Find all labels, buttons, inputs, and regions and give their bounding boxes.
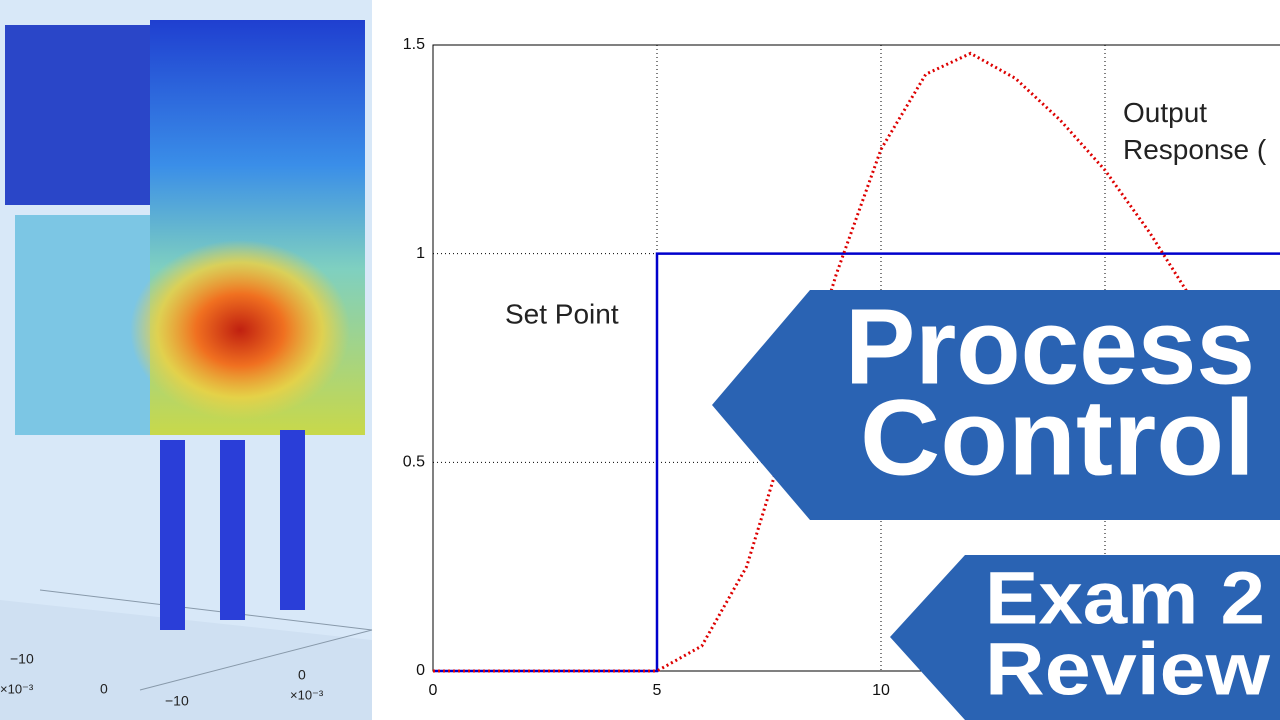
hot-spot	[130, 240, 350, 420]
banner-subtitle: Exam 2	[985, 557, 1265, 640]
axis-label: −10	[165, 693, 189, 709]
axis-label: ×10⁻³	[0, 681, 34, 696]
axis-label: 0	[100, 681, 108, 697]
y-tick-label: 0	[416, 662, 425, 679]
banner-shape	[712, 290, 1280, 520]
axis-line	[139, 629, 373, 691]
leg	[220, 440, 245, 620]
banner-shape	[890, 555, 1280, 720]
series-line	[433, 51, 1280, 673]
y-tick-label: 1	[416, 245, 425, 262]
x-tick-label: 5	[653, 682, 662, 699]
leg	[160, 440, 185, 630]
banner-title: Process	[845, 286, 1255, 407]
banner-subtitle: Review	[985, 628, 1270, 711]
floor	[0, 600, 372, 720]
axis-label: 0	[298, 667, 306, 683]
banners: Process Control Exam 2 Review	[712, 286, 1280, 720]
y-tick-label: 0.5	[403, 454, 425, 471]
block	[5, 25, 160, 205]
y-tick-label: 1.5	[403, 36, 425, 53]
axis-label: −10	[10, 651, 34, 667]
series-label: Set Point	[505, 298, 619, 329]
series-label: Output Response (	[1123, 97, 1267, 165]
leg	[280, 430, 305, 610]
axis-label: ×10⁻³	[290, 687, 324, 702]
x-tick-label: 10	[872, 682, 890, 699]
x-tick-label: 0	[429, 682, 438, 699]
simulation-figure: −10 ×10⁻³ 0 −10 0 ×10⁻³	[0, 0, 373, 720]
axis-line	[39, 589, 373, 631]
banner-title: Control	[860, 377, 1255, 498]
